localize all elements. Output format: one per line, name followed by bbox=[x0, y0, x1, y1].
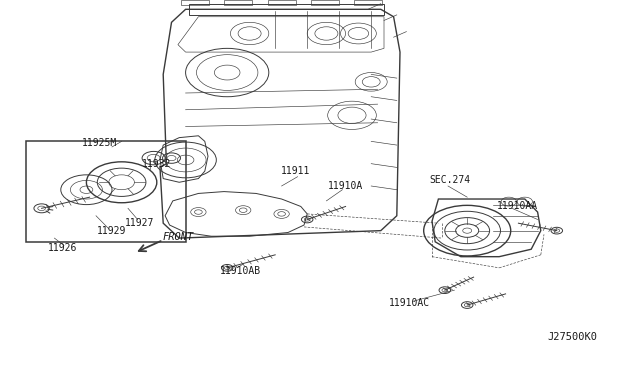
Text: 11925M: 11925M bbox=[81, 138, 117, 148]
Text: 11927: 11927 bbox=[125, 218, 154, 228]
Text: SEC.274: SEC.274 bbox=[429, 175, 470, 185]
Text: FRONT: FRONT bbox=[163, 232, 193, 242]
Text: 11910AC: 11910AC bbox=[389, 298, 430, 308]
Bar bbox=[181, 0, 209, 5]
Bar bbox=[354, 0, 382, 5]
Text: 11910AA: 11910AA bbox=[497, 202, 538, 211]
Text: 11926: 11926 bbox=[48, 244, 77, 253]
Text: 11932: 11932 bbox=[142, 159, 172, 169]
Text: 11911: 11911 bbox=[281, 166, 310, 176]
Text: 11910AB: 11910AB bbox=[220, 266, 260, 276]
Text: 11910A: 11910A bbox=[328, 181, 364, 191]
Bar bbox=[225, 0, 252, 5]
Bar bbox=[26, 141, 186, 242]
Text: J27500K0: J27500K0 bbox=[548, 332, 598, 341]
Text: 11929: 11929 bbox=[97, 226, 127, 235]
Bar bbox=[311, 0, 339, 5]
Bar bbox=[268, 0, 296, 5]
Bar bbox=[189, 4, 384, 15]
